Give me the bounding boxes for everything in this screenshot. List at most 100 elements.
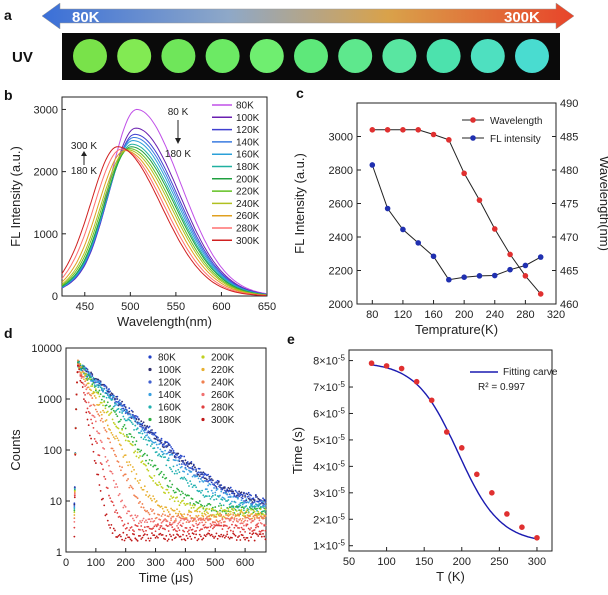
decay-point [229,519,232,521]
decay-point [111,394,114,397]
decay-point [233,500,236,503]
panel-d-label: d [4,325,13,341]
annotation-180k-right: 180 K [165,149,191,160]
x-tick-label: 600 [236,557,254,569]
decay-point [103,504,106,507]
decay-point [201,538,204,541]
decay-point [122,456,125,458]
decay-point [240,519,243,522]
decay-point [85,388,88,391]
decay-point [222,504,225,507]
decay-point [204,477,207,480]
decay-point [243,528,245,531]
decay-point [179,501,182,504]
decay-point [197,502,200,504]
decay-point [198,521,201,524]
decay-point [111,447,114,450]
decay-point [123,405,126,408]
decay-point [219,515,221,518]
decay-point [145,427,147,430]
decay-point [227,517,230,520]
decay-point [133,468,135,471]
decay-point [185,463,188,466]
legend-marker [148,417,152,422]
y-axis-label: FL Intensity (a.u.) [292,153,307,254]
decay-point [148,539,151,542]
y-axis-label: FL Intensity (a.u.) [8,146,23,247]
data-point [476,273,483,279]
decay-point [211,483,214,485]
decay-point [177,500,180,503]
decay-point [108,428,110,430]
decay-point [178,463,181,466]
decay-point [140,486,143,489]
decay-point [80,372,83,374]
decay-point [191,504,194,507]
decay-point [217,505,220,507]
decay-point [128,407,131,410]
decay-point [125,479,128,482]
decay-point [213,487,215,489]
decay-point [93,386,96,388]
decay-point [170,486,172,489]
legend-marker [470,117,476,123]
decay-point [246,536,249,539]
decay-point [158,518,161,521]
decay-point [203,512,206,515]
decay-point [87,424,90,427]
decay-point [102,409,104,412]
data-point [430,253,437,260]
decay-point [180,465,183,468]
decay-point [201,512,204,515]
decay-point [87,401,90,404]
y2-tick-label: 465 [560,266,578,278]
decay-point [240,526,243,529]
decay-point [237,520,239,523]
decay-point [143,452,146,455]
legend-label: 120K [236,125,260,136]
decay-point [114,437,116,440]
decay-point [161,476,164,479]
decay-point [246,493,249,496]
decay-point [153,498,156,500]
decay-point [111,407,114,410]
decay-point [142,453,145,456]
decay-point [73,494,76,497]
decay-point [219,485,221,488]
decay-point [238,493,241,496]
decay-point [173,528,176,531]
decay-point [130,421,133,424]
decay-point [239,539,242,541]
decay-point [185,518,188,520]
spectrum-180K [61,143,267,296]
decay-point [159,526,162,529]
decay-point [147,495,150,498]
decay-point [174,512,177,515]
y-tick-label: 4×10-5 [313,459,345,473]
decay-point [180,517,183,520]
decay-point [227,486,230,489]
data-point [413,378,420,385]
decay-point [234,489,237,492]
data-point [461,274,467,281]
legend-label: 220K [211,365,235,376]
decay-point [134,450,137,453]
decay-point [73,514,76,516]
decay-point [185,527,188,529]
decay-point [232,505,235,508]
decay-point [197,523,200,526]
decay-point [182,492,184,495]
decay-point [194,484,196,487]
decay-point [252,497,255,500]
decay-point [248,500,251,502]
decay-point [204,535,207,538]
decay-point [129,538,132,541]
legend-marker [201,405,205,409]
data-point [491,226,498,232]
decay-point [258,502,261,505]
decay-point [198,475,201,478]
decay-point [263,503,266,506]
decay-point [168,533,171,536]
decay-point [232,509,235,512]
decay-point [173,509,176,512]
